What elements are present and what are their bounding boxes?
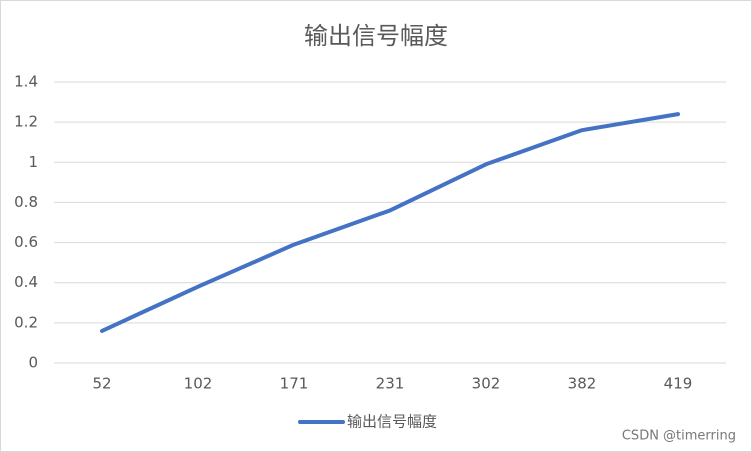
line-series — [100, 112, 680, 333]
x-tick-label: 52 — [92, 375, 111, 393]
x-tick-label: 302 — [472, 375, 501, 393]
y-tick-label: 0.2 — [14, 313, 38, 331]
x-tick-label: 419 — [664, 375, 693, 393]
y-tick-label: 0.6 — [14, 233, 38, 251]
y-tick-label: 0 — [28, 354, 38, 372]
y-tick-label: 0.4 — [14, 273, 38, 291]
x-tick-label: 102 — [184, 375, 213, 393]
legend-label: 输出信号幅度 — [347, 413, 437, 431]
x-tick-label: 231 — [376, 375, 405, 393]
y-tick-label: 1.4 — [14, 73, 38, 91]
y-tick-label: 0.8 — [14, 193, 38, 211]
chart-title: 输出信号幅度 — [304, 22, 448, 50]
x-tick-label: 171 — [280, 375, 309, 393]
y-tick-label: 1 — [28, 153, 38, 171]
watermark: CSDN @timerring — [622, 429, 736, 444]
y-tick-label: 1.2 — [14, 113, 38, 131]
x-tick-label: 382 — [568, 375, 597, 393]
